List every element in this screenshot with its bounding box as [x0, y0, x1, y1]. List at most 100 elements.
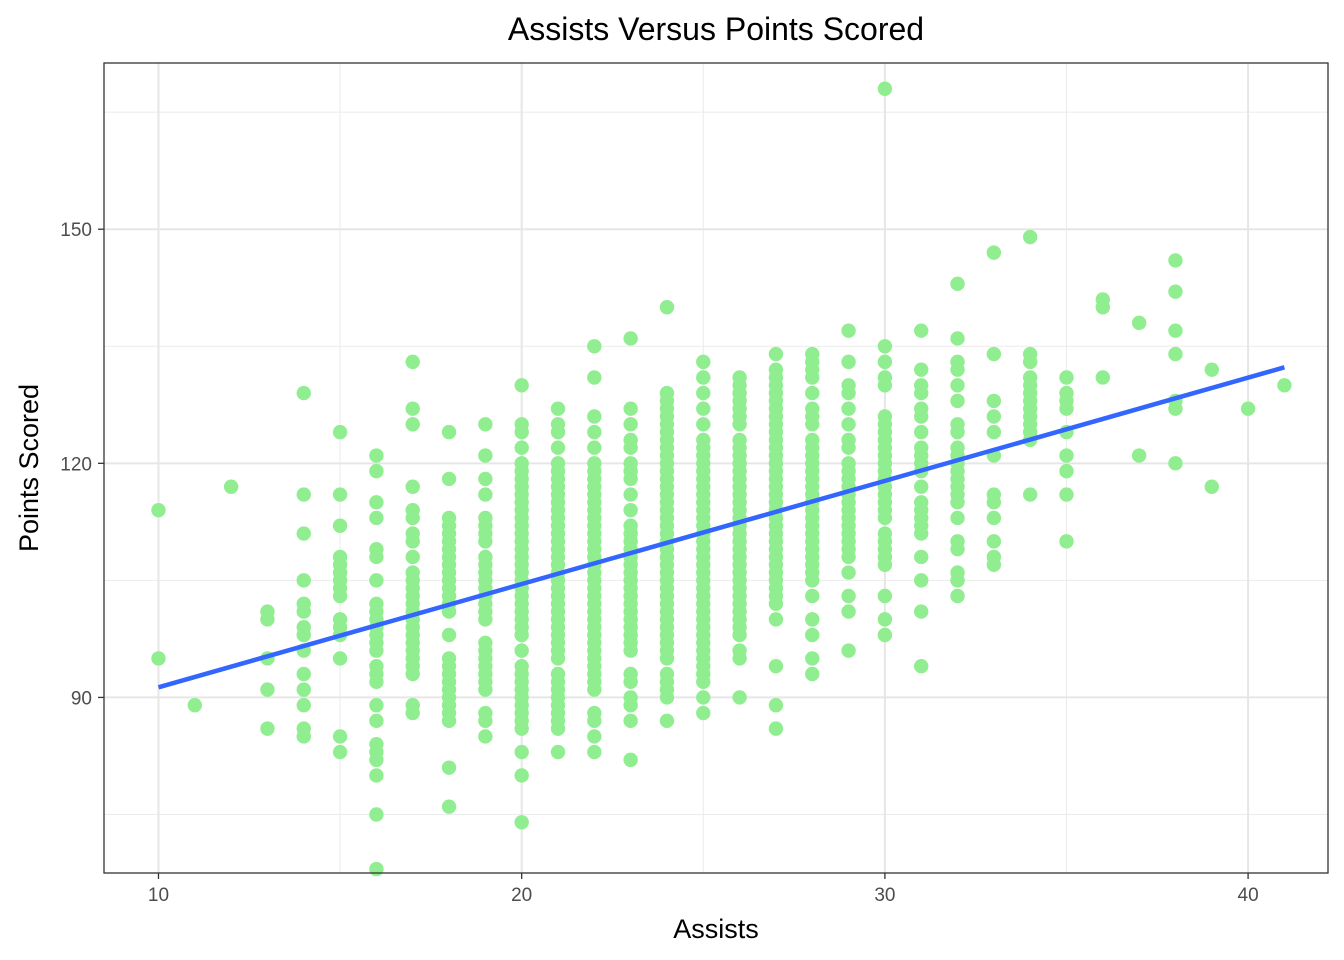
data-point [623, 401, 637, 415]
data-point [369, 807, 383, 821]
data-point [914, 550, 928, 564]
data-point [732, 628, 746, 642]
data-point [1205, 480, 1219, 494]
data-point [369, 550, 383, 564]
data-point [587, 425, 601, 439]
data-point [369, 573, 383, 587]
data-point [696, 690, 710, 704]
data-point [1168, 253, 1182, 267]
data-point [660, 651, 674, 665]
data-point [987, 347, 1001, 361]
data-point [1059, 534, 1073, 548]
data-point [805, 667, 819, 681]
data-point [987, 558, 1001, 572]
data-point [696, 355, 710, 369]
data-point [841, 355, 855, 369]
y-tick-label: 150 [60, 220, 92, 241]
data-point [369, 753, 383, 767]
data-point [1059, 448, 1073, 462]
data-point [514, 815, 528, 829]
data-point [1023, 355, 1037, 369]
data-point [1168, 347, 1182, 361]
data-point [406, 480, 420, 494]
data-point [1132, 316, 1146, 330]
data-point [333, 487, 347, 501]
data-point [878, 339, 892, 353]
data-point [987, 245, 1001, 259]
data-point [623, 714, 637, 728]
data-point [551, 651, 565, 665]
data-point [224, 480, 238, 494]
data-point [514, 721, 528, 735]
x-tick-label: 10 [148, 885, 169, 906]
data-point [950, 394, 964, 408]
data-point [696, 370, 710, 384]
data-point [1096, 300, 1110, 314]
data-point [878, 82, 892, 96]
data-point [514, 745, 528, 759]
data-point [696, 386, 710, 400]
data-point [914, 480, 928, 494]
data-point [987, 534, 1001, 548]
data-point [1168, 323, 1182, 337]
data-point [297, 573, 311, 587]
data-point [442, 472, 456, 486]
data-point [660, 690, 674, 704]
data-point [950, 495, 964, 509]
data-point [514, 425, 528, 439]
data-point [914, 604, 928, 618]
data-point [950, 362, 964, 376]
data-point [478, 714, 492, 728]
x-axis-label: Assists [673, 914, 759, 944]
data-point [805, 417, 819, 431]
data-point [587, 441, 601, 455]
data-point [950, 378, 964, 392]
data-point [914, 386, 928, 400]
data-point [914, 409, 928, 423]
data-point [950, 277, 964, 291]
data-point [841, 550, 855, 564]
data-point [1241, 401, 1255, 415]
data-point [841, 441, 855, 455]
data-point [442, 714, 456, 728]
data-point [1168, 284, 1182, 298]
data-point [369, 464, 383, 478]
data-point [551, 425, 565, 439]
data-point [406, 355, 420, 369]
data-point [406, 401, 420, 415]
data-point [297, 729, 311, 743]
data-point [841, 417, 855, 431]
data-point [551, 441, 565, 455]
data-point [260, 612, 274, 626]
data-point [297, 628, 311, 642]
data-point [1059, 464, 1073, 478]
data-point [1277, 378, 1291, 392]
x-tick-label: 40 [1238, 885, 1259, 906]
data-point [478, 472, 492, 486]
data-point [333, 745, 347, 759]
data-point [297, 682, 311, 696]
data-point [623, 675, 637, 689]
data-point [478, 487, 492, 501]
data-point [333, 519, 347, 533]
data-point [841, 565, 855, 579]
data-point [805, 589, 819, 603]
y-tick-label: 120 [60, 454, 92, 475]
data-point [333, 589, 347, 603]
data-point [623, 472, 637, 486]
data-point [914, 323, 928, 337]
data-point [623, 643, 637, 657]
data-point [878, 589, 892, 603]
data-point [1059, 401, 1073, 415]
data-point [587, 370, 601, 384]
data-point [551, 401, 565, 415]
data-point [987, 511, 1001, 525]
data-point [333, 425, 347, 439]
data-point [369, 675, 383, 689]
data-point [369, 511, 383, 525]
data-point [478, 448, 492, 462]
data-point [1023, 230, 1037, 244]
data-point [950, 589, 964, 603]
data-point [551, 721, 565, 735]
